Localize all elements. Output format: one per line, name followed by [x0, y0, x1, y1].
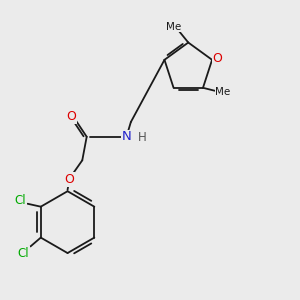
Text: O: O [66, 110, 76, 123]
Text: Me: Me [215, 87, 230, 97]
Text: Cl: Cl [14, 194, 26, 207]
Text: O: O [212, 52, 222, 65]
Text: N: N [122, 130, 131, 143]
Text: H: H [137, 131, 146, 144]
Text: Me: Me [166, 22, 181, 32]
Text: Cl: Cl [17, 247, 29, 260]
Text: O: O [64, 173, 74, 186]
